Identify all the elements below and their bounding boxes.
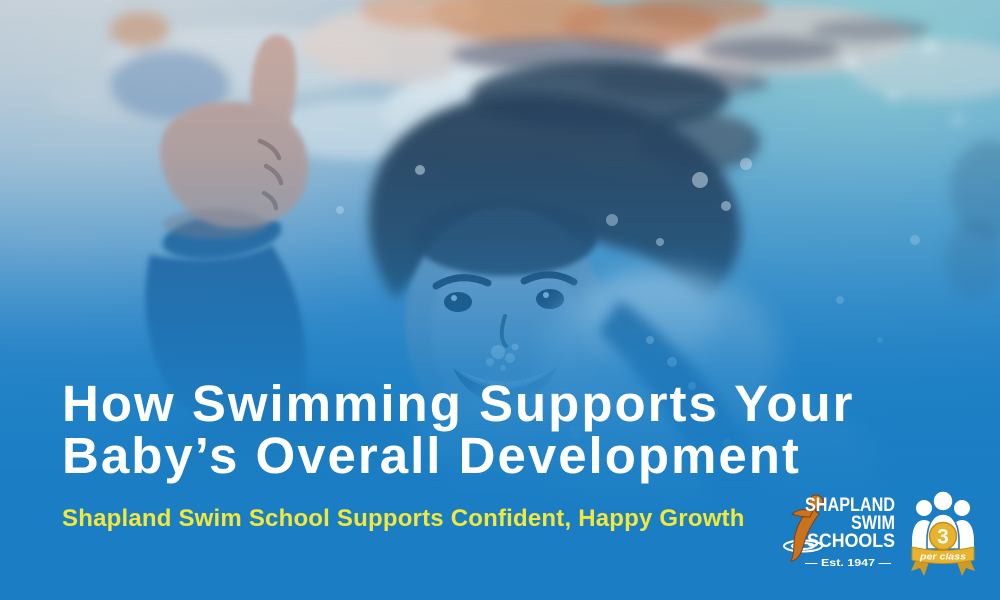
ribbon-banner: 3 per class xyxy=(911,521,975,576)
logo-group: SHAPLAND SWIM SCHOOLS — Est. 1947 — xyxy=(782,487,976,579)
badge-circle xyxy=(928,521,958,551)
caption-block: How Swimming Supports Your Baby’s Overal… xyxy=(62,378,854,534)
headline: How Swimming Supports Your Baby’s Overal… xyxy=(62,378,854,482)
shapland-swim-schools-logo: SHAPLAND SWIM SCHOOLS — Est. 1947 — xyxy=(782,487,900,579)
headline-line-1: How Swimming Supports Your xyxy=(62,375,855,432)
logo-word-swim: SWIM xyxy=(851,513,895,534)
headline-line-2: Baby’s Overall Development xyxy=(62,427,801,484)
badge-number: 3 xyxy=(937,526,949,549)
swimmer-diving-icon xyxy=(790,494,824,562)
logo-established: — Est. 1947 — xyxy=(805,557,892,569)
logo-word-shapland: SHAPLAND xyxy=(805,495,895,516)
badge-label: per class xyxy=(919,552,966,563)
three-per-class-badge: 3 per class xyxy=(910,489,976,579)
logo-word-schools: SCHOOLS xyxy=(807,531,895,552)
subtitle: Shapland Swim School Supports Confident,… xyxy=(62,505,745,532)
